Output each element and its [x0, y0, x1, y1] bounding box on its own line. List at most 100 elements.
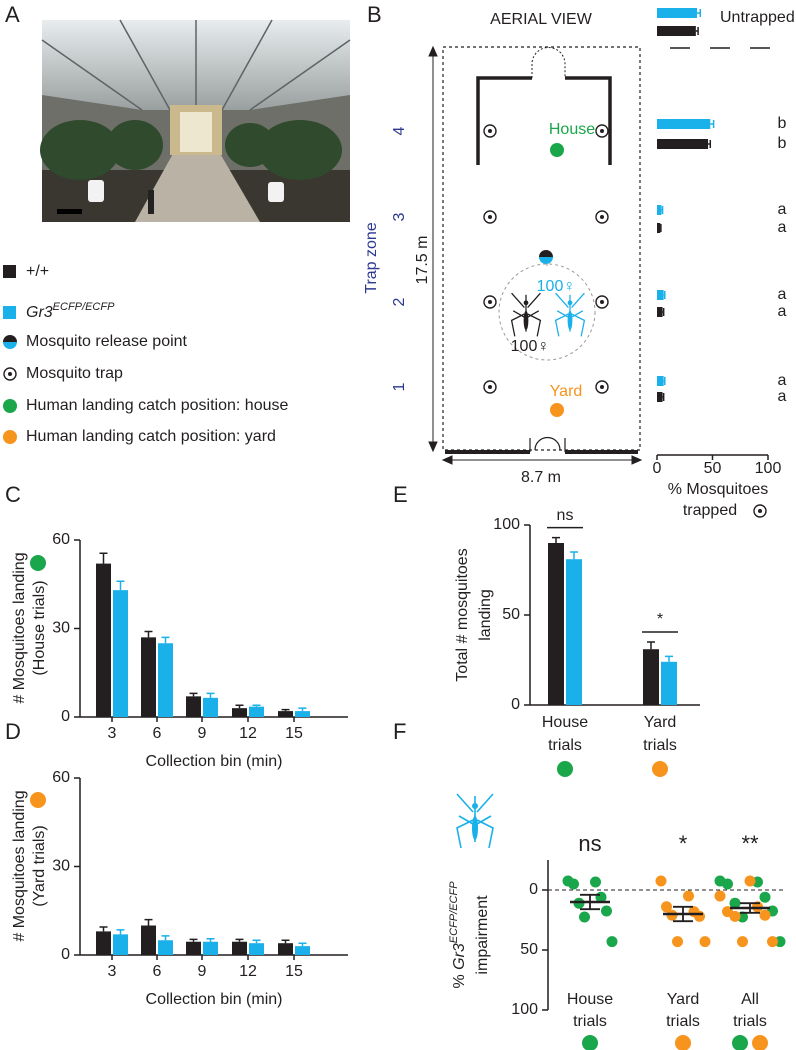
- error-bar: [206, 692, 215, 698]
- trial-marker: [30, 792, 46, 808]
- bar: [278, 711, 293, 717]
- y-label-part: Gr3: [451, 943, 468, 970]
- x-tick-label: 50: [704, 460, 722, 477]
- error-bar: [235, 704, 244, 709]
- error-bar: [161, 636, 170, 644]
- data-point: [744, 875, 756, 887]
- significance-letter: a: [778, 303, 787, 320]
- data-point: [722, 878, 733, 890]
- bar: [657, 8, 697, 18]
- legend-text: Human landing catch position: house: [26, 397, 288, 414]
- bar: [158, 940, 173, 955]
- error-bar: [298, 942, 307, 947]
- bar: [657, 223, 661, 233]
- bar: [249, 706, 264, 717]
- error-bar: [570, 551, 578, 560]
- error-bar: [189, 938, 198, 942]
- bar: [249, 943, 264, 955]
- error-bar: [661, 206, 664, 214]
- x-tick-label: 12: [239, 963, 257, 980]
- bar: [113, 934, 128, 955]
- legend-text: Gr3: [26, 304, 53, 321]
- significance-letter: a: [778, 219, 787, 236]
- trial-marker: [732, 1035, 748, 1050]
- data-point: [729, 897, 741, 909]
- y-tick-label: 0: [511, 696, 520, 713]
- bar: [203, 941, 218, 955]
- legend-swatch: [3, 265, 16, 278]
- category-label: Untrapped: [720, 9, 795, 26]
- bar: [661, 661, 677, 705]
- y-axis-label: Total # mosquitoes: [454, 548, 471, 681]
- x-tick-label: trials: [573, 1013, 607, 1030]
- y-tick-label: 60: [52, 531, 70, 548]
- data-point: [714, 890, 726, 902]
- x-tick-label: 9: [198, 963, 207, 980]
- x-tick-label: 3: [108, 963, 117, 980]
- x-axis-label: Collection bin (min): [146, 753, 283, 770]
- bar: [657, 376, 664, 386]
- significance-label: ns: [578, 831, 601, 856]
- trial-marker: [30, 555, 46, 571]
- legend-text: +/+: [26, 263, 49, 280]
- data-point: [683, 890, 694, 902]
- significance-letter: a: [778, 388, 787, 405]
- error-bar: [281, 708, 290, 712]
- error-bar: [298, 707, 307, 712]
- bar: [186, 941, 201, 955]
- data-point: [579, 911, 590, 923]
- error-bar: [710, 120, 715, 128]
- error-bar: [552, 536, 560, 543]
- length-label: 17.5 m: [414, 236, 431, 285]
- data-point: [672, 936, 683, 948]
- y-tick-label: 100: [511, 1001, 538, 1018]
- bar: [113, 590, 128, 717]
- error-bar: [662, 308, 665, 316]
- bar: [566, 559, 582, 705]
- error-bar: [662, 393, 665, 401]
- error-bar: [647, 641, 655, 650]
- legend-label: Gr3ECFP/ECFP: [26, 301, 115, 321]
- error-bar: [116, 580, 125, 591]
- bar: [203, 697, 218, 717]
- bar: [643, 649, 659, 705]
- significance-letter: a: [778, 286, 787, 303]
- axis-label: % Mosquitoes: [668, 481, 769, 498]
- sem-bar: [673, 905, 693, 923]
- error-bar: [663, 291, 666, 299]
- legend-icon: [3, 342, 17, 349]
- trap-icon: [758, 509, 762, 513]
- sem-bar: [580, 893, 600, 911]
- x-axis-label: Collection bin (min): [146, 991, 283, 1008]
- x-tick-label: 9: [198, 725, 207, 742]
- diagram-title: AERIAL VIEW: [490, 11, 593, 28]
- x-tick-label: 0: [653, 460, 662, 477]
- y-tick-label: 0: [61, 946, 70, 963]
- y-tick-label: 50: [520, 941, 538, 958]
- aerial-diagram: AERIAL VIEW House Yard 100♀ 100♀ 17.5 m …: [414, 11, 643, 486]
- error-bar: [144, 630, 153, 638]
- error-bar: [144, 918, 153, 926]
- data-point: [737, 936, 748, 948]
- error-bar: [660, 224, 662, 232]
- bar: [657, 392, 663, 402]
- y-axis-label: # Mosquitoes landing: [11, 552, 28, 703]
- y-axis-label: % Gr3ECFP/ECFP: [448, 881, 468, 989]
- significance-letter: b: [778, 115, 787, 132]
- y-tick-label: 50: [502, 606, 520, 623]
- panel-label: D: [5, 719, 21, 744]
- x-tick-label: trials: [733, 1013, 767, 1030]
- legend-icon: [8, 372, 12, 376]
- y-label-part: %: [451, 970, 468, 989]
- panel-label: E: [393, 482, 408, 507]
- legend-label: Mosquito trap: [26, 365, 123, 382]
- trial-marker: [652, 761, 668, 777]
- bar: [232, 941, 247, 955]
- bar: [295, 946, 310, 955]
- x-tick-label: trials: [548, 737, 582, 754]
- zone-label: 4: [391, 126, 408, 135]
- y-axis-label: landing: [477, 589, 494, 641]
- data-point: [590, 876, 601, 888]
- legend-swatch: [3, 306, 16, 319]
